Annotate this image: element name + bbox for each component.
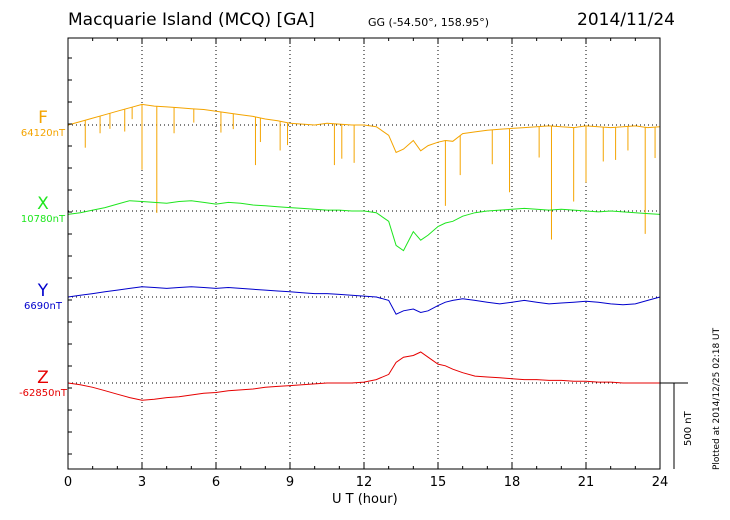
x-tick-label-21: 21: [577, 475, 595, 490]
x-axis-label: U T (hour): [332, 492, 398, 507]
series-y-baseline: 6690nT: [24, 301, 62, 312]
legend-x: X 10780nT: [12, 195, 74, 227]
chart-title: Macquarie Island (MCQ) [GA]: [68, 10, 315, 30]
series-z-name: Z: [37, 368, 49, 388]
series-x-name: X: [37, 194, 49, 214]
x-tick-label-12: 12: [355, 475, 373, 490]
x-tick-label-15: 15: [429, 475, 447, 490]
series-y-line: [67, 286, 661, 315]
series-x-line: [67, 200, 661, 252]
scale-bar: [660, 382, 688, 469]
x-tick-label-18: 18: [503, 475, 521, 490]
series-group: [67, 103, 661, 401]
legend-z: Z -62850nT: [12, 369, 74, 401]
x-tick-label-6: 6: [211, 475, 221, 490]
axis-ticks: [67, 38, 661, 469]
series-f-line: [67, 103, 661, 154]
series-f-baseline: 64120nT: [20, 128, 66, 139]
legend-y: Y 6690nT: [12, 282, 74, 314]
scale-bar-label: 500 nT: [683, 411, 694, 446]
x-tick-label-3: 3: [137, 475, 147, 490]
series-y-name: Y: [37, 281, 49, 301]
series-z-baseline: -62850nT: [19, 388, 67, 399]
x-tick-label-0: 0: [63, 475, 73, 490]
series-f-name: F: [38, 108, 48, 128]
x-tick-label-9: 9: [285, 475, 295, 490]
grid-lines: [141, 38, 587, 469]
series-x-baseline: 10780nT: [20, 214, 66, 225]
x-tick-label-24: 24: [651, 475, 669, 490]
chart-date: 2014/11/24: [577, 10, 675, 30]
plotted-timestamp: Plotted at 2014/12/25 02:18 UT: [712, 327, 722, 470]
series-z-line: [67, 351, 660, 401]
station-coordinates: GG (-54.50°, 158.95°): [368, 16, 490, 29]
legend-f: F 64120nT: [12, 109, 74, 141]
